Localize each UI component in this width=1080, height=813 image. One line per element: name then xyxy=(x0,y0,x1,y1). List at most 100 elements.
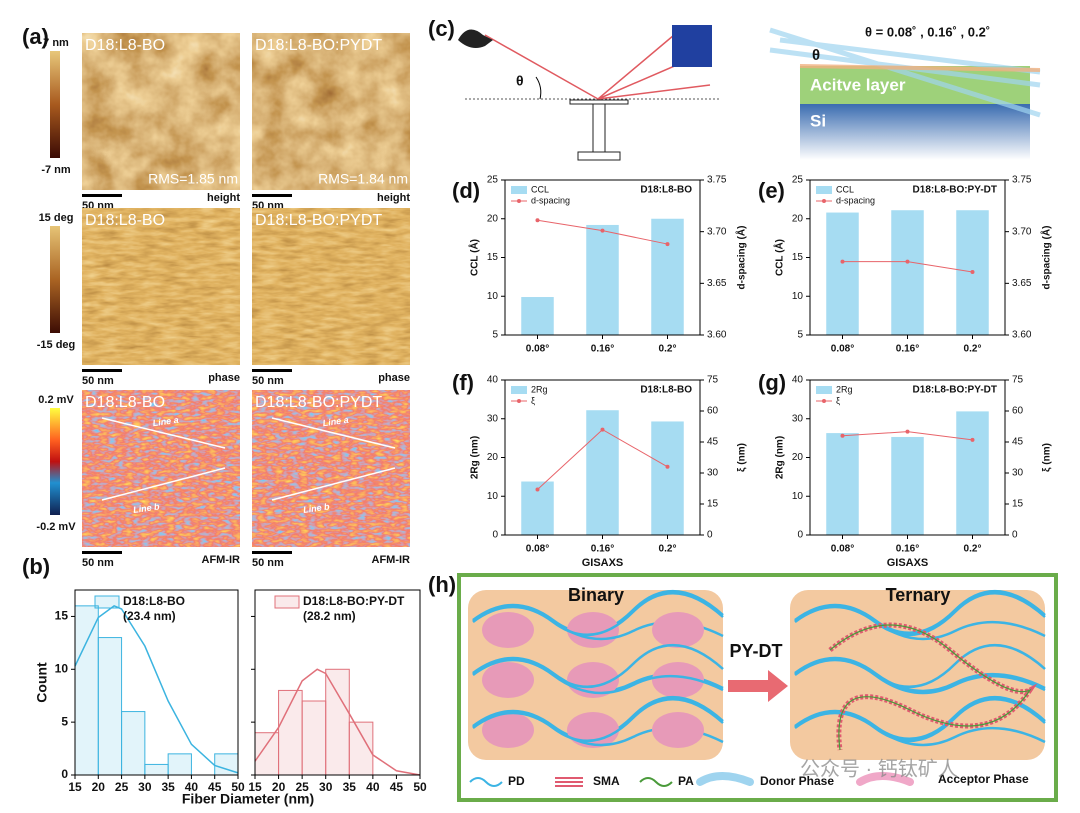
x-tick-label: 35 xyxy=(161,780,175,794)
acceptor-domain xyxy=(482,712,534,748)
legend-label: SMA xyxy=(593,774,620,788)
y-tick-label: 15 xyxy=(792,252,804,263)
y-axis-label: CCL (Å) xyxy=(468,239,481,276)
y2-tick-label: 3.65 xyxy=(707,278,727,289)
chart-title: D18:L8-BO:PY-DT xyxy=(913,385,997,396)
y2-tick-label: 3.75 xyxy=(707,175,727,186)
y2-tick-label: 75 xyxy=(707,375,719,386)
legend-swatch xyxy=(822,199,826,203)
legend-icon xyxy=(469,777,503,787)
line-point xyxy=(600,228,605,233)
arrow xyxy=(728,670,788,702)
y-tick-label: 5 xyxy=(492,330,498,341)
hist-bar xyxy=(97,637,123,776)
line-point xyxy=(840,259,845,264)
rays-reflect xyxy=(799,64,1041,72)
bar xyxy=(956,411,989,535)
y-axis-label: 2Rg (nm) xyxy=(775,436,786,479)
pa-chain xyxy=(829,624,1032,751)
panel-label: (d) xyxy=(452,178,480,203)
legend-label: D18:L8-BO xyxy=(123,594,185,608)
x-tick-label: 40 xyxy=(366,780,380,794)
legend-label: ξ xyxy=(531,395,535,405)
afm-image xyxy=(252,33,410,190)
watermark: 公众号 · 钙钛矿人 xyxy=(800,757,958,780)
sample-label: D18:L8-BO xyxy=(85,212,165,229)
y-tick-label: 10 xyxy=(487,491,499,502)
legend-icon xyxy=(555,777,583,787)
legend-icon xyxy=(856,772,914,786)
y2-tick-label: 3.75 xyxy=(1012,175,1032,186)
scale-bar-label: 50 nm xyxy=(82,557,114,569)
bar xyxy=(826,212,859,335)
y-tick-label: 10 xyxy=(792,491,804,502)
x-tick-label: 0.2° xyxy=(659,344,677,355)
angle-label: θ xyxy=(516,73,524,89)
y2-tick-label: 45 xyxy=(1012,437,1024,448)
y2-tick-label: 30 xyxy=(1012,468,1024,479)
line-point xyxy=(840,433,845,438)
y2-axis-label: d-spacing (Å) xyxy=(735,226,748,290)
x-tick-label: 15 xyxy=(68,780,82,794)
colorbar-label: 7 nm xyxy=(43,37,69,49)
y2-tick-label: 0 xyxy=(707,530,713,541)
legend-label: PA xyxy=(678,774,694,788)
hist-bar xyxy=(301,700,327,776)
panel-label: (b) xyxy=(22,554,50,579)
y-axis-label: CCL (Å) xyxy=(773,239,786,276)
bar xyxy=(826,433,859,535)
additive-label: PY-DT xyxy=(729,641,782,661)
source xyxy=(458,29,493,48)
plot-frame xyxy=(254,589,421,776)
legend-swatch xyxy=(822,399,826,403)
fit-curve xyxy=(74,604,239,774)
scale-bar xyxy=(252,194,292,197)
x-tick-label: 35 xyxy=(343,780,357,794)
scale-bar xyxy=(252,551,292,554)
scale-bar-label: 50 nm xyxy=(252,375,284,387)
colorbar-label: 15 deg xyxy=(39,212,74,224)
y-tick-label: 40 xyxy=(487,375,499,386)
line-point xyxy=(535,487,540,492)
donor-chain xyxy=(794,697,1046,743)
x-tick-label: 0.16° xyxy=(591,544,614,555)
y2-tick-label: 0 xyxy=(1012,530,1018,541)
line-label: Line b xyxy=(133,501,161,515)
mode-label: AFM-IR xyxy=(372,554,411,566)
x-tick-label: 20 xyxy=(272,780,286,794)
angle-arc xyxy=(535,76,542,100)
mode-label: height xyxy=(377,192,410,204)
scale-bar xyxy=(82,369,122,372)
layer-label: Acitve layer xyxy=(810,75,906,94)
x-tick-label: 45 xyxy=(208,780,222,794)
scale-bar xyxy=(82,194,122,197)
legend-swatch xyxy=(511,186,527,194)
colorbar-label: -15 deg xyxy=(37,339,76,351)
x-tick-label: 15 xyxy=(248,780,262,794)
chart-title: D18:L8-BO:PY-DT xyxy=(913,185,997,196)
legend-label: PD xyxy=(508,774,525,788)
bar xyxy=(586,224,619,335)
y-tick-label: 25 xyxy=(792,175,804,186)
line-point xyxy=(665,464,670,469)
x-tick-label: 25 xyxy=(295,780,309,794)
line-point xyxy=(665,242,670,247)
y-tick-label: 10 xyxy=(792,291,804,302)
afm-image xyxy=(252,390,410,547)
profile-line xyxy=(271,417,396,449)
legend-label: ξ xyxy=(836,395,840,405)
legend-swatch xyxy=(517,199,521,203)
acceptor-domain xyxy=(482,612,534,648)
legend-label: 2Rg xyxy=(836,384,853,394)
legend-swatch xyxy=(816,386,832,394)
x-tick-label: 0.16° xyxy=(896,544,919,555)
afm-image xyxy=(82,390,240,547)
afm-image xyxy=(252,208,410,365)
chart-title: D18:L8-BO xyxy=(640,185,692,196)
donor-chain xyxy=(472,697,724,743)
y2-axis-label: ξ (nm) xyxy=(737,443,748,472)
acceptor-domain xyxy=(567,712,619,748)
y-tick-label: 20 xyxy=(792,213,804,224)
y-tick-label: 40 xyxy=(792,375,804,386)
stage xyxy=(569,99,629,161)
